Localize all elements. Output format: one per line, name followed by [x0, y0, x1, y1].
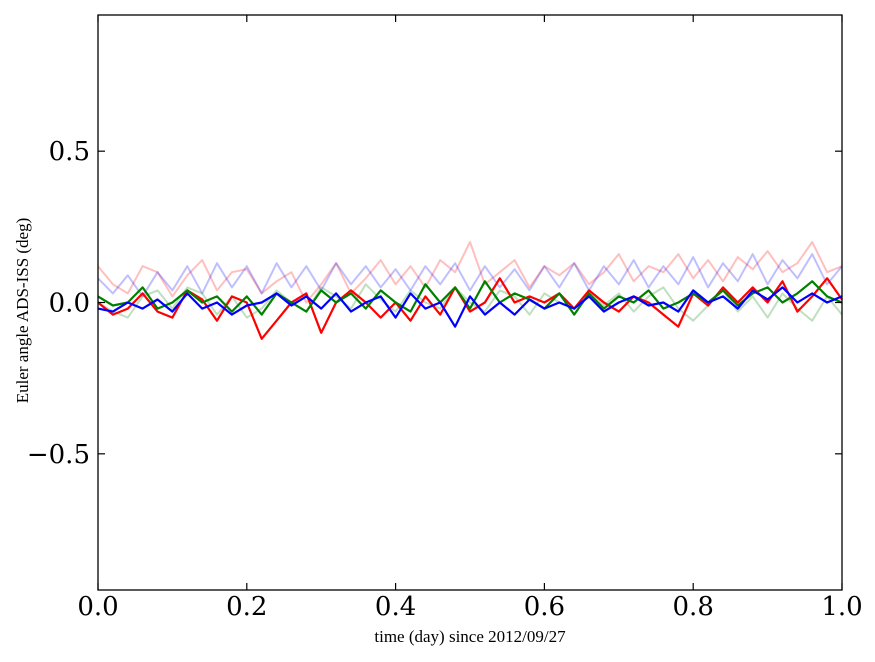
y-tick-label: −0.5	[27, 440, 90, 470]
plot-lines	[97, 241, 843, 340]
x-tick-label: 0.6	[524, 592, 565, 622]
x-tick-label: 0.2	[226, 592, 267, 622]
series-line-0	[97, 241, 843, 304]
y-axis-ticks: 0.5 0.0 −0.5	[27, 137, 842, 470]
x-axis-label: time (day) since 2012/09/27	[374, 627, 566, 646]
y-tick-label: 0.0	[49, 289, 90, 319]
x-axis-ticks: 0.0 0.2 0.4 0.6 0.8 1.0	[77, 15, 863, 622]
series-line-5	[97, 286, 843, 328]
y-tick-label: 0.5	[49, 137, 90, 167]
series-line-4	[97, 280, 843, 316]
series-line-2	[97, 253, 843, 298]
x-tick-label: 0.4	[375, 592, 416, 622]
x-tick-label: 0.8	[673, 592, 714, 622]
y-axis-label: Euler angle ADS-ISS (deg)	[13, 218, 32, 404]
x-tick-label: 1.0	[821, 592, 862, 622]
x-tick-label: 0.0	[77, 592, 118, 622]
